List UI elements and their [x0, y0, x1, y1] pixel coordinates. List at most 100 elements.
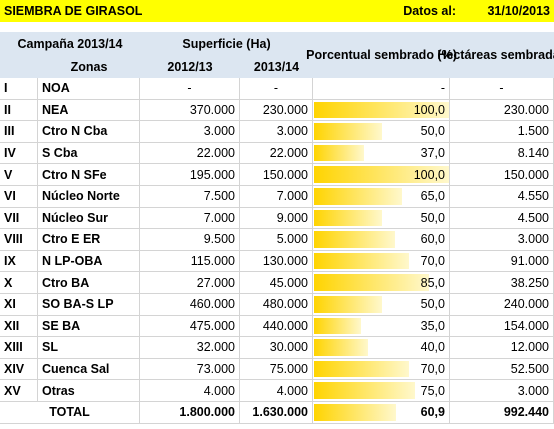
zone-name: Ctro E ER	[38, 229, 140, 251]
data-bar	[314, 360, 409, 378]
cell-text: TOTAL	[49, 405, 90, 420]
cell-text: Datos al:	[403, 4, 456, 18]
cell-text: 4.000	[203, 383, 235, 398]
cell-text: 32.000	[196, 340, 235, 355]
cell-text: 85,0	[420, 275, 445, 290]
cell-text: Zonas	[70, 59, 108, 74]
value-cell: -	[240, 78, 313, 100]
value-cell: 4.550	[450, 186, 554, 208]
cell-text: 1.500	[517, 124, 549, 139]
cell-text: 460.000	[189, 297, 235, 312]
zone-name: Núcleo Sur	[38, 207, 140, 230]
value-cell: 30.000	[240, 337, 313, 359]
cell-text: 3.000	[276, 124, 308, 139]
value-cell: 38.250	[450, 272, 554, 294]
cell-text: X	[4, 275, 13, 290]
cell-text: 2013/14	[253, 59, 300, 74]
cell-text: Ctro BA	[42, 275, 90, 290]
data-bar	[314, 339, 368, 356]
value-cell: 3.000	[140, 121, 240, 143]
value-cell: 154.000	[450, 315, 554, 338]
cell-text: XI	[4, 297, 16, 312]
value-cell: 3.000	[450, 229, 554, 251]
value-cell: 8.140	[450, 142, 554, 165]
header-campaign: Campaña 2013/14	[0, 32, 140, 55]
value-cell: 7.000	[140, 207, 240, 230]
zone-name: Ctro BA	[38, 272, 140, 294]
cell-text: XV	[4, 383, 21, 398]
cell-text: SIEMBRA DE GIRASOL	[4, 4, 143, 18]
cell-text: 52.500	[510, 362, 549, 377]
zone-number: XV	[0, 380, 38, 402]
cell-text: SE BA	[42, 318, 81, 333]
date-label: Datos al:	[370, 0, 460, 22]
cell-text: Porcentual sembrado (%)	[306, 48, 457, 62]
cell-text: NOA	[42, 81, 70, 96]
value-cell: 480.000	[240, 294, 313, 316]
cell-text: 3.000	[203, 124, 235, 139]
value-cell: 1.500	[450, 121, 554, 143]
cell-text: 50,0	[420, 210, 445, 225]
cell-text: XII	[4, 318, 20, 333]
cell-text: 45.000	[269, 275, 308, 290]
value-cell: 460.000	[140, 294, 240, 316]
value-cell: 9.500	[140, 229, 240, 251]
header-year1: 2012/13	[140, 55, 240, 78]
value-cell: 5.000	[240, 229, 313, 251]
cell-text: 8.140	[517, 146, 549, 161]
zone-number: XII	[0, 315, 38, 338]
zone-name: NOA	[38, 78, 140, 100]
value-cell: 115.000	[140, 250, 240, 273]
cell-text: Ctro E ER	[42, 232, 101, 247]
cell-text: 440.000	[262, 318, 308, 333]
cell-text: 370.000	[189, 102, 235, 117]
total-label: TOTAL	[0, 402, 140, 424]
cell-text: 7.000	[276, 189, 308, 204]
value-cell: 45.000	[240, 272, 313, 294]
zone-name: SE BA	[38, 315, 140, 338]
cell-text: 37,0	[420, 146, 445, 161]
zone-name: SL	[38, 337, 140, 359]
value-cell: 91.000	[450, 250, 554, 273]
zone-name: Ctro N Cba	[38, 121, 140, 143]
value-cell: 4.500	[450, 207, 554, 230]
cell-text: 22.000	[269, 146, 308, 161]
title: SIEMBRA DE GIRASOL	[0, 0, 300, 22]
header-surface: Superficie (Ha)	[140, 32, 313, 55]
cell-text: XIII	[4, 340, 23, 355]
zone-number: VIII	[0, 229, 38, 251]
value-cell: 3.000	[450, 380, 554, 402]
cell-text: 50,0	[420, 297, 445, 312]
data-bar	[314, 209, 382, 227]
percent-cell: 60,9	[313, 402, 450, 424]
data-bar	[314, 188, 402, 205]
cell-text: 154.000	[503, 318, 549, 333]
percent-cell: 50,0	[313, 294, 450, 316]
total-value: 992.440	[450, 402, 554, 424]
cell-text: III	[4, 124, 15, 139]
cell-text: 480.000	[262, 297, 308, 312]
cell-text: 230.000	[262, 102, 308, 117]
date: 31/10/2013	[460, 0, 554, 22]
cell-text: -	[440, 81, 445, 96]
cell-text: 40,0	[420, 340, 445, 355]
data-bar	[314, 144, 364, 162]
cell-text: S Cba	[42, 146, 78, 161]
zone-name: Cuenca Sal	[38, 358, 140, 381]
cell-text: -	[499, 81, 504, 96]
cell-text: Ctro N SFe	[42, 167, 107, 182]
value-cell: 4.000	[240, 380, 313, 402]
percent-cell: 85,0	[313, 272, 450, 294]
cell-text: 60,0	[420, 232, 445, 247]
cell-text: IV	[4, 146, 16, 161]
cell-text: V	[4, 167, 13, 182]
cell-text: 70,0	[420, 362, 445, 377]
cell-text: Núcleo Norte	[42, 189, 120, 204]
value-cell: 475.000	[140, 315, 240, 338]
data-bar	[314, 274, 429, 291]
cell-text: Cuenca Sal	[42, 362, 110, 377]
cell-text: VIII	[4, 232, 23, 247]
value-cell: 130.000	[240, 250, 313, 273]
zone-name: Otras	[38, 380, 140, 402]
cell-text: 475.000	[189, 318, 235, 333]
